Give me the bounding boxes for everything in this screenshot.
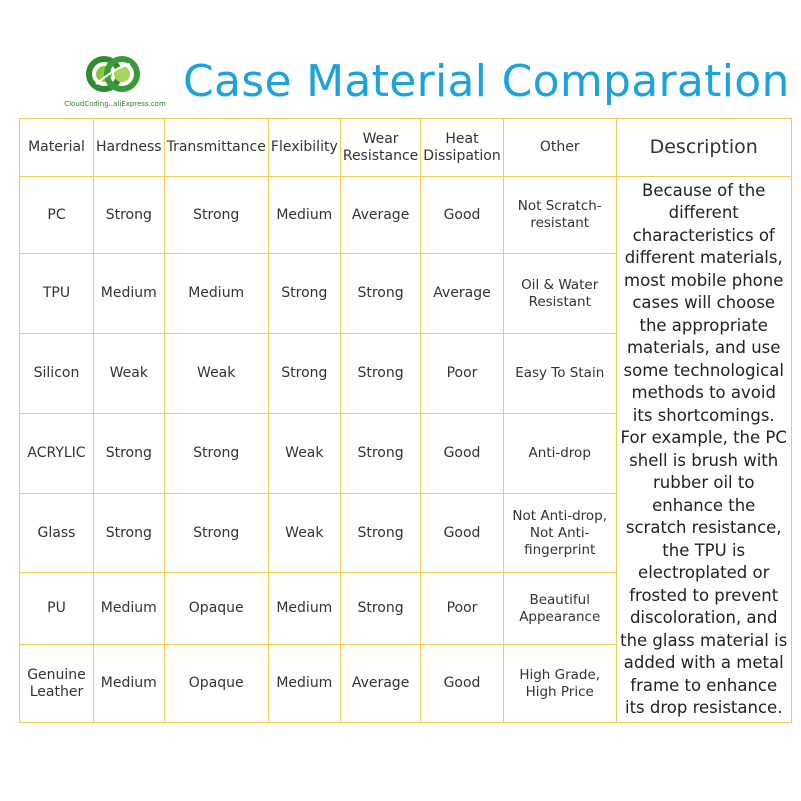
table-cell: Medium: [267, 572, 341, 645]
table-cell: Strong: [163, 493, 269, 573]
table-cell: Anti-drop: [502, 413, 617, 494]
logo-text: CloudCoding..aliExpress.com: [64, 100, 166, 108]
table-row: Glass Strong Strong Weak Strong Good Not…: [19, 493, 792, 573]
table-row: Silicon Weak Weak Strong Strong Poor Eas…: [19, 333, 792, 414]
table-cell: Good: [420, 413, 504, 494]
table-cell: Opaque: [163, 644, 269, 723]
header-cell: Wear Resistance: [339, 118, 422, 177]
table-cell: Medium: [93, 253, 165, 334]
table-cell: Strong: [267, 333, 341, 414]
table-cell: Not Scratch-resistant: [502, 176, 617, 254]
table-cell: Good: [420, 644, 504, 723]
table-cell: Glass: [19, 493, 94, 573]
table-cell: Opaque: [163, 572, 269, 645]
table-cell: High Grade, High Price: [502, 644, 617, 723]
table-cell: Poor: [420, 333, 504, 414]
table-cell: Strong: [163, 413, 269, 494]
table-cell: Strong: [93, 493, 165, 573]
table-cell: Oil & Water Resistant: [502, 253, 617, 334]
table-row: TPU Medium Medium Strong Strong Average …: [19, 253, 792, 334]
table-row: PU Medium Opaque Medium Strong Poor Beau…: [19, 572, 792, 645]
table-cell: Weak: [267, 493, 341, 573]
table-cell: Strong: [267, 253, 341, 334]
table-row: PC Strong Strong Medium Average Good Not…: [19, 176, 792, 723]
table-cell: Strong: [339, 253, 422, 334]
header-cell: Hardness: [93, 118, 165, 177]
table-cell: Weak: [267, 413, 341, 494]
table-cell: Weak: [163, 333, 269, 414]
table-cell: Strong: [93, 413, 165, 494]
table-cell: Beautiful Appearance: [502, 572, 617, 645]
header-cell: Heat Dissipation: [420, 118, 504, 177]
table-cell: Medium: [267, 176, 341, 254]
table-cell: Medium: [93, 644, 165, 723]
table-cell: Poor: [420, 572, 504, 645]
table-cell: ACRYLIC: [19, 413, 94, 494]
header-cell: Transmittance: [163, 118, 269, 177]
table-cell: Weak: [93, 333, 165, 414]
header-cell: Other: [502, 118, 617, 177]
table-cell: Genuine Leather: [19, 644, 94, 723]
table-cell: Strong: [339, 572, 422, 645]
table-row: Genuine Leather Medium Opaque Medium Ave…: [19, 644, 792, 723]
brand-logo: CloudCoding..aliExpress.com: [60, 54, 170, 114]
table-cell: Strong: [339, 493, 422, 573]
table-cell: Strong: [339, 333, 422, 414]
table-cell: Average: [339, 176, 422, 254]
table-cell: PC: [19, 176, 94, 254]
table-cell: Strong: [339, 413, 422, 494]
header-cell: Material: [19, 118, 94, 177]
table-cell: Good: [420, 176, 504, 254]
table-cell: Strong: [163, 176, 269, 254]
header-row: Material Hardness Transmittance Flexibil…: [19, 118, 792, 177]
material-comparison-table: Material Hardness Transmittance Flexibil…: [19, 118, 792, 723]
table-cell: Average: [339, 644, 422, 723]
table-cell: Medium: [93, 572, 165, 645]
table-cell: Silicon: [19, 333, 94, 414]
table-cell: TPU: [19, 253, 94, 334]
table-cell: Medium: [267, 644, 341, 723]
table-cell: Easy To Stain: [502, 333, 617, 414]
table-cell: Medium: [163, 253, 269, 334]
page-title: Case Material Comparation: [183, 56, 790, 107]
table-cell: PU: [19, 572, 94, 645]
table-cell: Average: [420, 253, 504, 334]
table-cell: Strong: [93, 176, 165, 254]
description-cell: Because of the different characteristics…: [615, 176, 792, 723]
header-cell-description: Description: [615, 118, 792, 177]
table-cell: Good: [420, 493, 504, 573]
table-cell: Not Anti-drop, Not Anti-fingerprint: [502, 493, 617, 573]
logo-rings-icon: [86, 56, 140, 92]
header-cell: Flexibility: [267, 118, 341, 177]
table-row: ACRYLIC Strong Strong Weak Strong Good A…: [19, 413, 792, 494]
